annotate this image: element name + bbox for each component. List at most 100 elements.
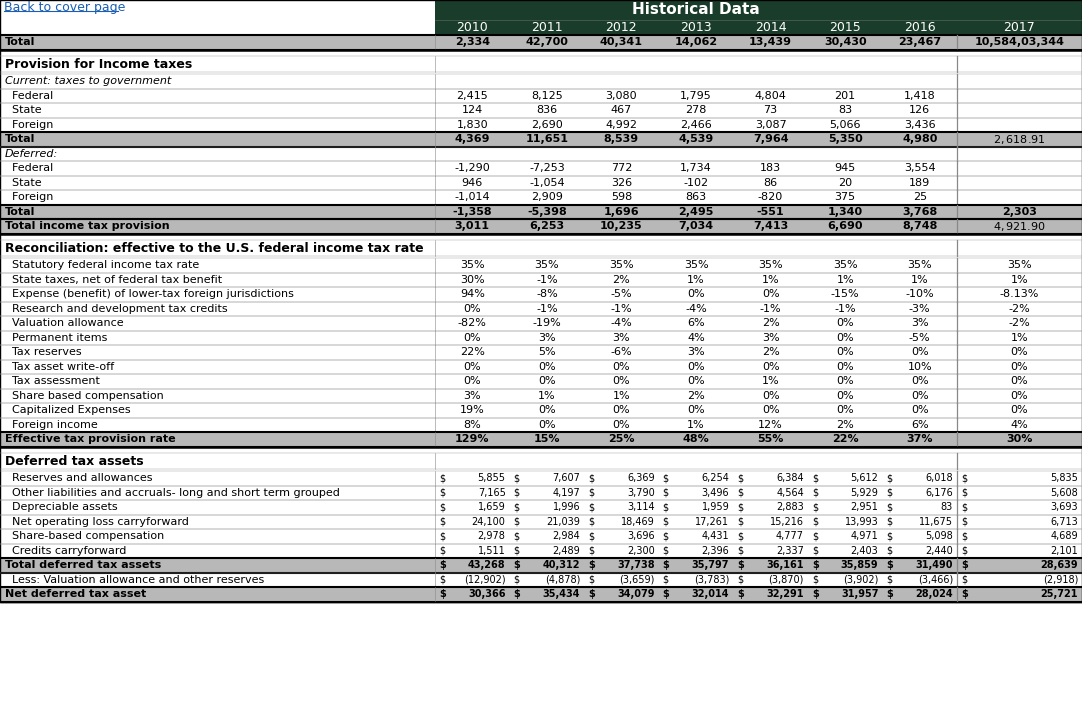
Text: Total: Total: [5, 207, 36, 217]
Text: 86: 86: [764, 178, 778, 188]
Text: $: $: [812, 502, 818, 512]
Text: 37%: 37%: [907, 434, 933, 444]
Text: 5,835: 5,835: [1051, 473, 1078, 483]
Text: Tax asset write-off: Tax asset write-off: [5, 362, 114, 372]
Text: -7,253: -7,253: [529, 164, 565, 174]
Text: 30%: 30%: [1006, 434, 1032, 444]
Text: Deferred:: Deferred:: [5, 149, 58, 159]
Text: 0%: 0%: [687, 406, 704, 416]
Text: 189: 189: [909, 178, 931, 188]
Text: 3%: 3%: [612, 333, 630, 343]
Text: $: $: [589, 589, 595, 599]
Text: 1%: 1%: [1011, 333, 1028, 343]
Text: 3,114: 3,114: [628, 502, 655, 512]
Text: -8.13%: -8.13%: [1000, 289, 1039, 299]
Text: 4,564: 4,564: [776, 488, 804, 498]
Text: $: $: [662, 545, 669, 555]
Text: 35,434: 35,434: [543, 589, 580, 599]
Text: -4%: -4%: [610, 318, 632, 328]
Text: $: $: [961, 531, 967, 541]
Text: 7,034: 7,034: [678, 221, 713, 231]
Text: 1%: 1%: [836, 275, 854, 285]
Text: 1%: 1%: [762, 275, 779, 285]
Text: 0%: 0%: [836, 318, 854, 328]
Text: 3,436: 3,436: [903, 120, 936, 130]
Text: 20: 20: [839, 178, 853, 188]
Text: 2011: 2011: [531, 21, 563, 34]
Text: 32,014: 32,014: [691, 589, 729, 599]
Bar: [0, 432, 1082, 446]
Text: $: $: [886, 575, 893, 585]
Text: (3,783): (3,783): [694, 575, 729, 585]
Text: 10,584,03,344: 10,584,03,344: [975, 37, 1065, 47]
Text: $: $: [737, 531, 743, 541]
Text: 467: 467: [611, 105, 632, 115]
Text: 35,797: 35,797: [691, 560, 729, 570]
Text: $: $: [514, 531, 519, 541]
Text: 2,303: 2,303: [1002, 207, 1037, 217]
Text: 32,291: 32,291: [766, 589, 804, 599]
Text: 1%: 1%: [687, 275, 704, 285]
Text: 1,659: 1,659: [478, 502, 505, 512]
Text: 8,539: 8,539: [604, 134, 639, 144]
Text: $: $: [589, 575, 594, 585]
Text: (2,918): (2,918): [1043, 575, 1078, 585]
Text: 1,734: 1,734: [681, 164, 712, 174]
Text: 2,440: 2,440: [925, 545, 953, 555]
Text: -5%: -5%: [909, 333, 931, 343]
Bar: [0, 0, 1082, 601]
Text: 1,418: 1,418: [903, 91, 936, 101]
Text: 2,984: 2,984: [553, 531, 580, 541]
Text: $: $: [514, 589, 520, 599]
Text: $: $: [961, 502, 967, 512]
Text: $: $: [961, 545, 967, 555]
Text: 0%: 0%: [836, 362, 854, 372]
Text: Permanent items: Permanent items: [5, 333, 107, 343]
Text: 2%: 2%: [612, 275, 631, 285]
Text: -6%: -6%: [610, 347, 632, 357]
Text: 0%: 0%: [1011, 362, 1028, 372]
Text: $: $: [886, 589, 893, 599]
Text: -8%: -8%: [536, 289, 557, 299]
Text: Federal: Federal: [5, 164, 53, 174]
Text: 375: 375: [834, 192, 856, 202]
Text: 0%: 0%: [463, 376, 481, 386]
Text: 7,413: 7,413: [753, 221, 788, 231]
Text: 23,467: 23,467: [898, 37, 941, 47]
Text: 35%: 35%: [609, 260, 634, 271]
Text: 0%: 0%: [612, 420, 630, 430]
Text: 2,495: 2,495: [678, 207, 714, 217]
Text: 1%: 1%: [911, 275, 928, 285]
Text: $: $: [812, 473, 818, 483]
Text: 0%: 0%: [538, 406, 556, 416]
Text: 0%: 0%: [836, 347, 854, 357]
Text: 15%: 15%: [533, 434, 560, 444]
Text: 36,161: 36,161: [766, 560, 804, 570]
Text: State taxes, net of federal tax benefit: State taxes, net of federal tax benefit: [5, 275, 222, 285]
Text: $: $: [812, 575, 818, 585]
Text: 40,341: 40,341: [599, 37, 643, 47]
Text: -1,014: -1,014: [454, 192, 490, 202]
Text: 2014: 2014: [755, 21, 787, 34]
Text: 2,690: 2,690: [531, 120, 563, 130]
Text: -82%: -82%: [458, 318, 487, 328]
Text: 3,011: 3,011: [454, 221, 490, 231]
Text: 0%: 0%: [687, 289, 704, 299]
Text: 42,700: 42,700: [526, 37, 568, 47]
Text: 30,430: 30,430: [823, 37, 867, 47]
Text: $: $: [886, 560, 893, 570]
Bar: [435, 0, 1082, 35]
Text: $: $: [662, 589, 670, 599]
Text: 3,693: 3,693: [1051, 502, 1078, 512]
Text: Current: taxes to government: Current: taxes to government: [5, 76, 171, 86]
Text: 10%: 10%: [908, 362, 932, 372]
Text: 6%: 6%: [687, 318, 704, 328]
Text: 0%: 0%: [463, 303, 481, 313]
Text: 4,197: 4,197: [553, 488, 580, 498]
Text: 0%: 0%: [687, 376, 704, 386]
Text: 5,612: 5,612: [850, 473, 879, 483]
Text: -1%: -1%: [760, 303, 781, 313]
Text: $: $: [589, 545, 594, 555]
Text: $: $: [961, 560, 967, 570]
Text: 129%: 129%: [456, 434, 489, 444]
